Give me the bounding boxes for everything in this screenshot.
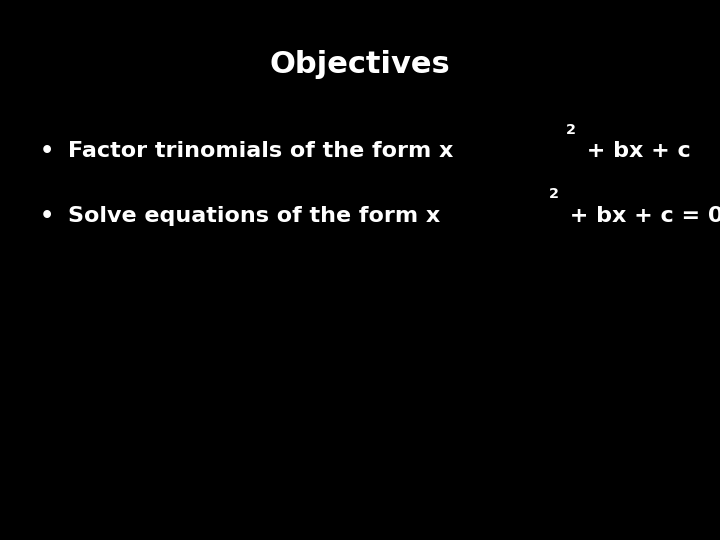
Text: Factor trinomials of the form x: Factor trinomials of the form x — [68, 141, 454, 161]
Text: Solve equations of the form x: Solve equations of the form x — [68, 206, 441, 226]
Text: 2: 2 — [566, 123, 576, 137]
Text: + bx + c: + bx + c — [579, 141, 690, 161]
Text: Objectives: Objectives — [269, 50, 451, 79]
Text: •: • — [40, 206, 54, 226]
Text: 2: 2 — [549, 187, 559, 201]
Text: + bx + c = 0: + bx + c = 0 — [562, 206, 720, 226]
Text: •: • — [40, 141, 54, 161]
